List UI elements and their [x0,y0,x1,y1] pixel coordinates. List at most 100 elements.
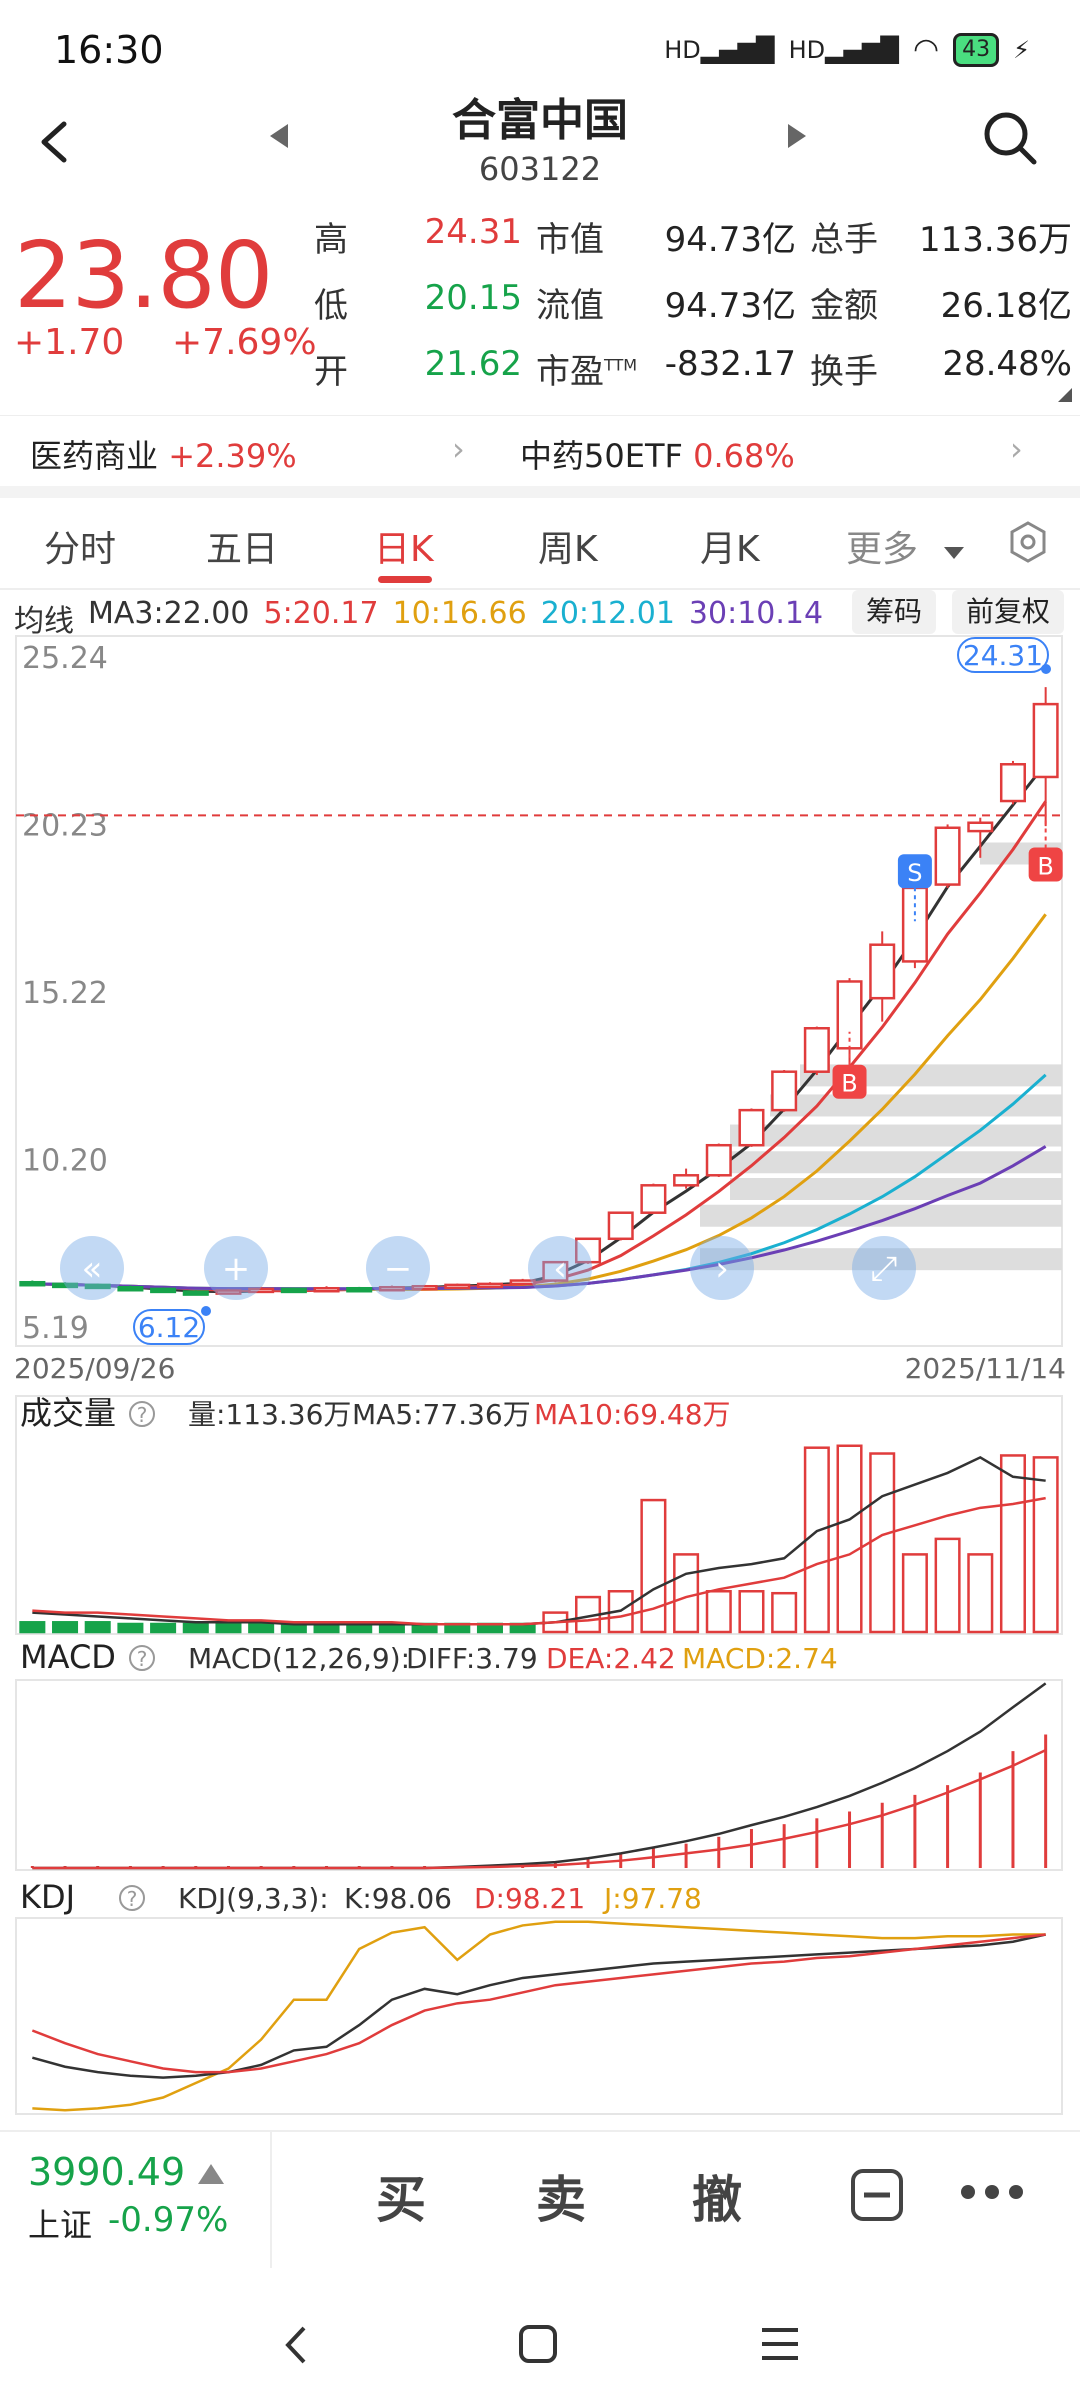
y-tick-label: 25.24 [22,641,108,676]
volume-bar [673,1553,700,1634]
stock-chart[interactable]: 25.24 20.23 15.22 10.20 5.19 S B B 24.31 6.12 2025… [0,630,1080,2130]
volume-bar [117,1622,144,1634]
back-arrow-icon [41,121,67,163]
kdj-title: KDJ [20,1878,75,1916]
cancel-order-button[interactable]: 撤 [692,2171,742,2229]
ma3-value: MA3:22.00 [88,596,250,631]
index-value[interactable]: 3990.49 [28,2150,186,2194]
chart-frames [15,635,1063,2115]
sell-button[interactable]: 卖 [536,2171,586,2229]
industry-item-2[interactable]: 中药50ETF 0.68% [520,431,795,477]
next-stock-button[interactable] [786,122,808,157]
chips-button[interactable]: 筹码 [852,590,937,634]
status-time: 16:30 [54,28,164,72]
chart-control-button[interactable]: ‹ [528,1236,592,1300]
signal-icon-2: HD▂▄▆█ [788,35,899,64]
tab-five-day[interactable]: 五日 [206,529,279,570]
volume-legend: 量:113.36万 [188,1398,351,1431]
candle [607,1211,634,1241]
macd-title: MACD [20,1638,116,1676]
adjust-button[interactable]: 前复权 [952,590,1065,634]
chevron-right-icon: › [1010,430,1023,468]
index-pct: -0.97% [108,2200,229,2240]
tab-daily-k[interactable]: 日K [374,529,434,570]
nav-menu-button[interactable] [760,2326,800,2366]
volume-bar [182,1622,209,1634]
kdj-panel: KDJ? KDJ(9,3,3): K:98.06 D:98.21 J:97.78 [20,1878,1046,2112]
nav-menu-icon [762,2328,798,2360]
nav-back-button[interactable] [280,2322,310,2372]
kdj-d-line [31,1933,1046,2074]
candle [52,1282,79,1289]
stat-label-float: 流值 [536,286,604,326]
candle [248,1286,275,1294]
candle [738,1108,765,1147]
candle-body [248,1287,275,1294]
volume-frame [15,1395,1063,1635]
industry-pct: +2.39% [168,437,297,475]
more-button[interactable] [960,2180,1024,2208]
candle-body [509,1279,536,1286]
chart-control-circle [852,1236,916,1300]
volume-bar [836,1444,863,1634]
tab-intraday[interactable]: 分时 [44,529,117,570]
nav-home-button[interactable] [518,2324,558,2368]
candle-body [84,1283,111,1290]
y-tick-label: 10.20 [22,1144,108,1179]
chart-settings-button[interactable] [1006,520,1050,568]
prev-stock-button[interactable] [268,122,290,157]
candle [378,1285,405,1292]
price-change-pct: +7.69% [172,322,317,363]
volume-bar [248,1622,275,1634]
index-up-arrow-icon [196,2162,226,2190]
candle-body [215,1289,242,1295]
volume-title: 成交量 [20,1394,116,1432]
industry-item-1[interactable]: 医药商业 +2.39% [30,431,297,477]
tab-weekly-k[interactable]: 周K [538,529,598,570]
buy-button[interactable]: 买 [376,2171,426,2229]
search-icon [984,112,1037,165]
candle [476,1282,503,1289]
current-price: 23.80 [14,222,273,329]
chart-control-button[interactable]: ⤢ [852,1236,916,1300]
macd-diff-line [32,1682,1047,1870]
search-button[interactable] [982,110,1038,166]
candle [803,1026,830,1076]
low-price-label: 6.12 [138,1311,200,1344]
volume-bar [738,1590,765,1634]
candle [182,1290,209,1296]
tab-monthly-k[interactable]: 月K [700,529,760,570]
candle-body [444,1283,471,1290]
nav-home-icon [519,2325,557,2363]
chart-control-button[interactable]: « [60,1236,124,1300]
volume-bar [215,1622,242,1634]
chart-control-button[interactable]: − [366,1236,430,1300]
candle-body [640,1184,667,1214]
tab-more[interactable]: 更多 [846,520,965,572]
chip-bar [770,1094,1062,1117]
stat-value-mktcap: 94.73亿 [664,220,796,260]
help-icon-glyph: ? [137,1647,148,1671]
industry-name: 医药商业 [30,437,159,475]
macd-dea-legend: DEA:2.42 [546,1642,676,1675]
candle [1032,687,1059,827]
chart-control-button[interactable]: + [204,1236,268,1300]
back-button[interactable] [34,112,74,172]
volume-bar [19,1621,46,1634]
y-tick-label: 20.23 [22,809,108,844]
macd-panel: MACD? MACD(12,26,9):DIFF:3.79 DEA:2.42 MACD… [20,1638,1048,1870]
kline-frame [15,635,1063,1347]
chart-control-button[interactable]: › [690,1236,754,1300]
help-icon [129,1401,155,1427]
candle-body [280,1287,307,1294]
stat-label-low: 低 [314,286,348,326]
chart-control-icon: › [715,1249,729,1289]
marker-label: S [907,859,922,887]
minus-box-icon [851,2169,903,2221]
volume-ma5-legend: MA5:77.36万 [352,1398,531,1431]
status-icons: HD▂▄▆█ HD▂▄▆█ ◠ 43 ⚡ [664,32,1030,67]
stat-value-open: 21.62 [424,344,522,384]
volume-bar [52,1621,79,1634]
chart-control-circle [204,1236,268,1300]
minus-box-button[interactable] [850,2168,904,2226]
